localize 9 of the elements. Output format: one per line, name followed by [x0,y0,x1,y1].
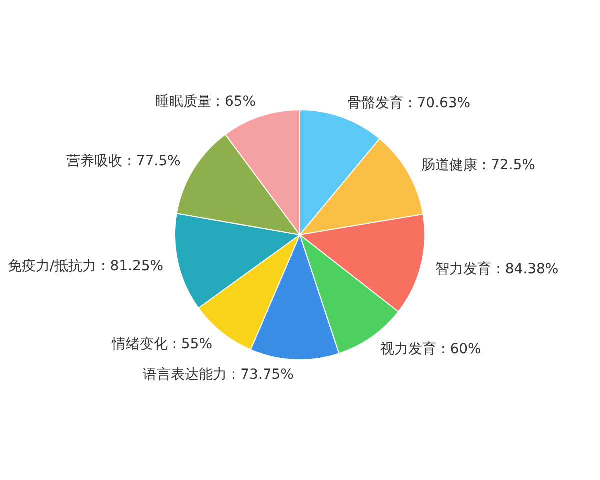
slice-label: 骨骼发育 : 70.63% [348,94,471,112]
slice-label: 视力发育 : 60% [380,340,482,358]
slice-label: 营养吸收 : 77.5% [66,154,181,170]
slice-label: 肠道健康 : 72.5% [421,157,536,174]
slice-label: 睡眠质量 : 65% [155,94,256,110]
slice-label: 智力发育 : 84.38% [436,260,559,278]
slice-label: 情绪变化 : 55% [110,336,213,352]
slice-label: 免疫力/抵抗力 : 81.25% [8,258,164,275]
slice-label: 语言表达能力 : 73.75% [142,366,294,383]
